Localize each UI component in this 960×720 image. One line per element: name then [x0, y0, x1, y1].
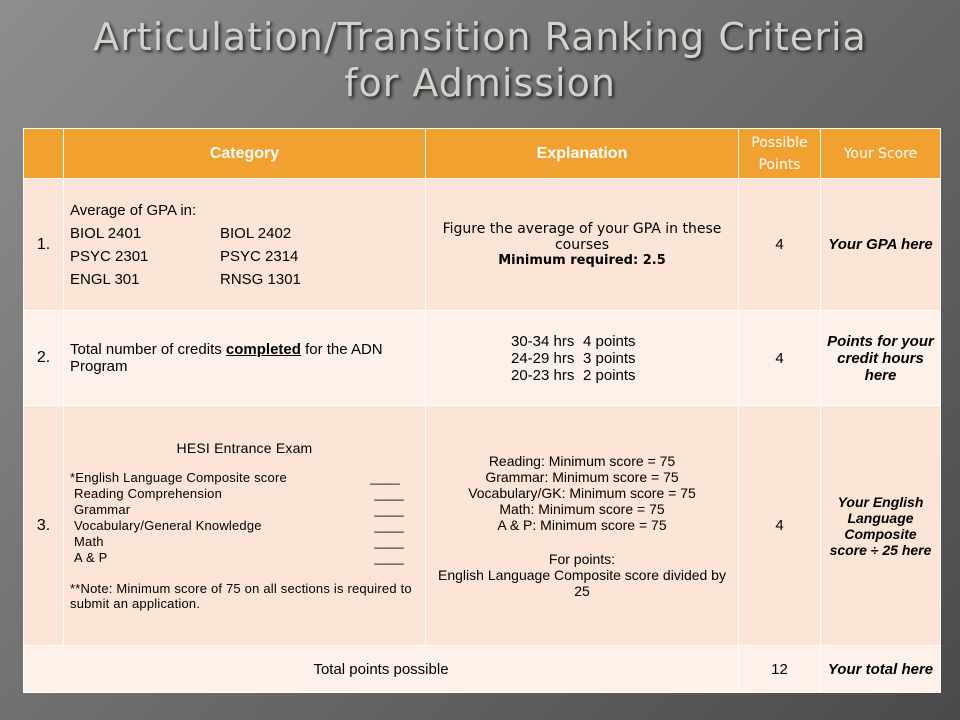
- hours-points: 3 points: [583, 349, 636, 367]
- points-heading: For points:: [548, 550, 616, 567]
- title-line: Articulation/Transition Ranking Criteria: [93, 15, 867, 59]
- header-row: Category Explanation Possible Points You…: [23, 128, 941, 179]
- row: 3. HESI Entrance Exam *English Language …: [23, 405, 941, 646]
- category-cell: Total number of credits completed for th…: [63, 310, 426, 406]
- header-cell: Possible Points: [738, 128, 821, 179]
- points-rule: English Language Composite score divided…: [438, 566, 726, 599]
- hours-line: 20-23 hrs 2 points: [432, 367, 732, 384]
- course: PSYC 2314: [220, 247, 299, 265]
- category-text: Total number of credits: [70, 341, 226, 358]
- score-cell: Your English Language Composite score ÷ …: [820, 405, 941, 646]
- category-cell: HESI Entrance Exam *English Language Com…: [63, 405, 426, 646]
- exam-item: Math ____: [70, 534, 404, 549]
- course: RNSG 1301: [220, 270, 301, 288]
- exam-item-label: Reading Comprehension: [74, 486, 223, 501]
- hours-points: 4 points: [583, 332, 636, 350]
- row: 2. Total number of credits completed for…: [23, 310, 941, 406]
- category-note: **Note: Minimum score of 75 on all secti…: [70, 581, 412, 611]
- course: BIOL 2401: [70, 224, 142, 242]
- category-intro: Average of GPA in:: [70, 201, 197, 219]
- header-cell: Your Score: [820, 128, 941, 179]
- hours-line: 24-29 hrs 3 points: [432, 350, 732, 367]
- score-cell: Points for your credit hours here: [820, 310, 941, 406]
- exam-item-label: Vocabulary/General Knowledge: [74, 518, 262, 533]
- explanation-text: Figure the average of your GPA in these …: [442, 221, 722, 253]
- exam-item: A & P ____: [70, 550, 404, 565]
- exam-item-label: *English Language Composite score: [70, 470, 287, 485]
- footer-points: 12: [738, 645, 821, 693]
- exam-item: Grammar ____: [70, 502, 404, 517]
- footer-score: Your total here: [820, 645, 941, 693]
- minimum-line: Math: Minimum score = 75: [499, 500, 665, 517]
- course: ENGL 301: [70, 270, 140, 288]
- hours-line: 30-34 hrs 4 points: [432, 333, 732, 350]
- hours: 24-29 hrs: [511, 349, 575, 367]
- minimum-line: Vocabulary/GK: Minimum score = 75: [468, 484, 696, 501]
- explanation-cell: Reading: Minimum score = 75 Grammar: Mini…: [425, 405, 739, 646]
- course-pair: ENGL 301 RNSG 1301: [70, 271, 419, 288]
- row: 1. Average of GPA in: BIOL 2401 BIOL 2402…: [23, 178, 941, 311]
- footer-row: Total points possible 12 Your total here: [23, 645, 941, 693]
- minimum-line: Grammar: Minimum score = 75: [485, 468, 679, 485]
- minimum-line: A & P: Minimum score = 75: [497, 516, 667, 533]
- exam-item-blank: ____: [374, 486, 404, 501]
- exam-item-blank: ____: [370, 470, 400, 485]
- course-pair: PSYC 2301 PSYC 2314: [70, 248, 419, 265]
- exam-item: *English Language Composite score ____: [70, 470, 400, 485]
- category-text: for the ADN Program: [70, 341, 383, 375]
- title-line: for Admission: [344, 61, 616, 105]
- exam-item-label: Grammar: [74, 502, 131, 517]
- explanation-minimum: Minimum required: 2.5: [498, 253, 666, 268]
- category-emphasis: completed: [225, 341, 301, 358]
- explanation-cell: Figure the average of your GPA in these …: [425, 178, 739, 311]
- header-cell: Explanation: [425, 128, 739, 179]
- footer-label: Total points possible: [23, 645, 739, 693]
- exam-item: Reading Comprehension ____: [70, 486, 404, 501]
- course: PSYC 2301: [70, 247, 149, 265]
- points-cell: 4: [738, 405, 821, 646]
- score-cell: Your GPA here: [820, 178, 941, 311]
- exam-minimums: Reading: Minimum score = 75 Grammar: Mini…: [432, 453, 732, 533]
- exam-item-blank: ____: [374, 502, 404, 517]
- explanation-cell: 30-34 hrs 4 points 24-29 hrs 3 points 20-2…: [425, 310, 739, 406]
- points-cell: 4: [738, 178, 821, 311]
- exam-items: *English Language Composite score ____ Rea…: [70, 470, 419, 565]
- hours-points: 2 points: [583, 366, 636, 384]
- row-number: 3.: [23, 405, 64, 646]
- criteria-table: Category Explanation Possible Points You…: [23, 128, 941, 693]
- header-cell: [23, 128, 64, 179]
- minimum-line: Reading: Minimum score = 75: [488, 452, 676, 469]
- points-cell: 4: [738, 310, 821, 406]
- exam-item: Vocabulary/General Knowledge ____: [70, 518, 404, 533]
- category-cell: Average of GPA in: BIOL 2401 BIOL 2402 PS…: [63, 178, 426, 311]
- row-number: 2.: [23, 310, 64, 406]
- hours: 20-23 hrs: [511, 366, 575, 384]
- exam-item-label: A & P: [74, 550, 108, 565]
- exam-item-blank: ____: [374, 534, 404, 549]
- category-heading: HESI Entrance Exam: [176, 440, 313, 456]
- header-cell: Category: [63, 128, 426, 179]
- exam-item-blank: ____: [374, 518, 404, 533]
- course-pair: BIOL 2401 BIOL 2402: [70, 225, 419, 242]
- hours: 30-34 hrs: [511, 332, 575, 350]
- slide-title: Articulation/Transition Ranking Criteria…: [0, 14, 960, 106]
- exam-item-label: Math: [74, 534, 104, 549]
- row-number: 1.: [23, 178, 64, 311]
- course: BIOL 2402: [220, 224, 292, 242]
- exam-item-blank: ____: [374, 550, 404, 565]
